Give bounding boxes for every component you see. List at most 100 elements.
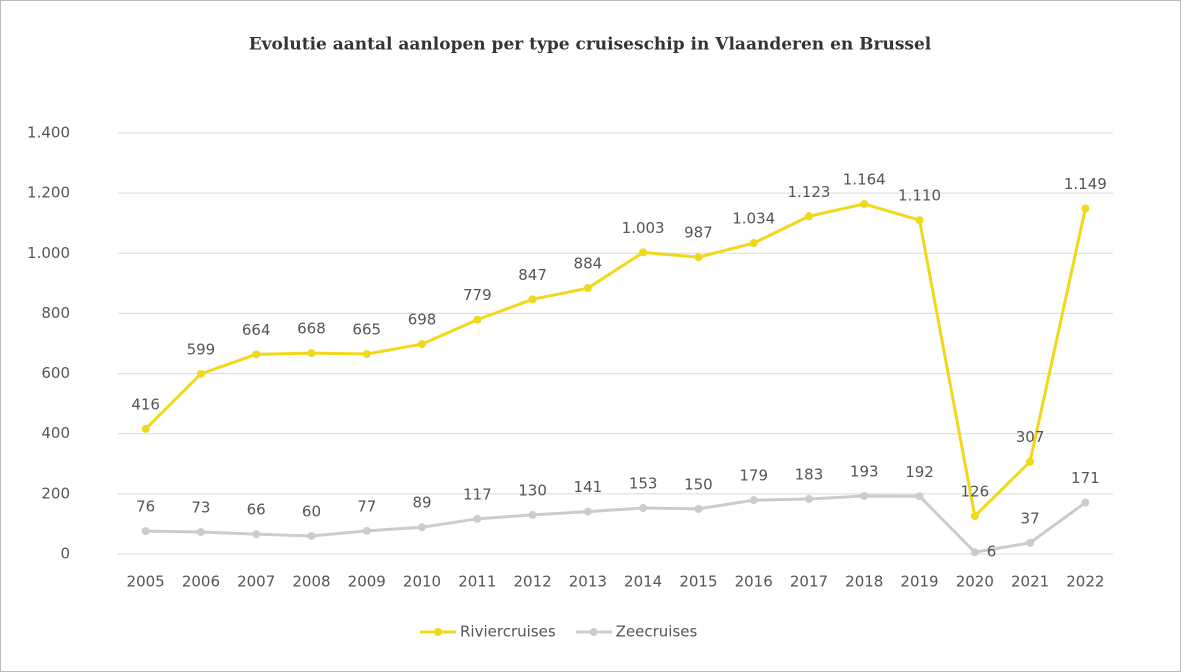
data-point [196, 369, 205, 378]
data-label: 60 [302, 502, 321, 520]
x-tick-label: 2005 [127, 573, 165, 591]
data-point [639, 248, 648, 257]
data-point [915, 492, 924, 501]
data-point [362, 526, 371, 535]
y-tick-label: 800 [41, 304, 70, 322]
data-point [1026, 538, 1035, 547]
data-label: 89 [412, 494, 431, 512]
data-label: 37 [1021, 509, 1040, 527]
data-point [307, 531, 316, 540]
x-tick-label: 2017 [790, 573, 828, 591]
y-tick-label: 600 [41, 364, 70, 382]
data-label: 117 [463, 485, 492, 503]
x-tick-label: 2009 [348, 573, 386, 591]
data-point [528, 295, 537, 304]
data-label: 664 [242, 321, 271, 339]
data-point [141, 527, 150, 536]
data-point [970, 512, 979, 521]
data-label: 665 [352, 321, 381, 339]
data-label: 153 [629, 474, 658, 492]
x-tick-label: 2007 [237, 573, 275, 591]
data-point [583, 284, 592, 293]
data-label: 416 [131, 395, 160, 413]
x-tick-label: 2013 [569, 573, 607, 591]
x-tick-label: 2016 [735, 573, 773, 591]
data-point [1026, 457, 1035, 466]
data-point [418, 523, 427, 532]
x-tick-label: 2021 [1011, 573, 1049, 591]
data-point [473, 514, 482, 523]
data-label: 77 [357, 497, 376, 515]
data-label: 1.149 [1064, 175, 1107, 193]
legend-label: Zeecruises [616, 623, 698, 641]
data-point [473, 315, 482, 324]
series-line [144, 202, 1087, 520]
x-tick-label: 2015 [679, 573, 717, 591]
data-point [252, 530, 261, 539]
x-tick-label: 2012 [513, 573, 551, 591]
data-point [362, 350, 371, 359]
data-point [804, 212, 813, 221]
x-tick-label: 2020 [956, 573, 994, 591]
y-tick-label: 1.200 [27, 184, 70, 202]
data-label: 1.003 [622, 219, 665, 237]
data-label: 130 [518, 481, 547, 499]
data-label: 76 [136, 498, 155, 516]
data-label: 183 [795, 465, 824, 483]
data-label: 779 [463, 286, 492, 304]
data-label: 141 [574, 478, 603, 496]
data-point [141, 424, 150, 433]
x-tick-label: 2022 [1066, 573, 1104, 591]
data-label: 126 [960, 483, 989, 501]
data-point [528, 510, 537, 519]
x-tick-label: 2008 [292, 573, 330, 591]
data-point [749, 496, 758, 505]
data-label: 987 [684, 224, 713, 242]
legend-marker [434, 628, 442, 636]
data-point [749, 239, 758, 248]
y-tick-label: 1.400 [27, 124, 70, 142]
legend-label: Riviercruises [460, 623, 556, 641]
x-tick-label: 2014 [624, 573, 662, 591]
x-tick-label: 2006 [182, 573, 220, 591]
x-tick-label: 2011 [458, 573, 496, 591]
data-point [915, 216, 924, 225]
data-point [639, 503, 648, 512]
data-label: 192 [905, 463, 934, 481]
data-label: 1.110 [898, 187, 941, 205]
data-point [1081, 204, 1090, 213]
data-point [307, 349, 316, 358]
data-point [804, 494, 813, 503]
y-tick-label: 0 [60, 545, 70, 563]
data-label: 1.123 [787, 183, 830, 201]
data-point [418, 340, 427, 349]
x-tick-label: 2010 [403, 573, 441, 591]
data-label: 66 [247, 501, 266, 519]
y-tick-label: 400 [41, 424, 70, 442]
data-label: 171 [1071, 469, 1100, 487]
data-label: 847 [518, 266, 547, 284]
data-point [1081, 498, 1090, 507]
series-line [145, 494, 1087, 554]
data-label: 307 [1016, 428, 1045, 446]
data-label: 599 [187, 340, 216, 358]
data-point [252, 350, 261, 359]
data-label: 698 [408, 311, 437, 329]
data-label: 179 [739, 467, 768, 485]
data-point [970, 548, 979, 557]
chart-title: Evolutie aantal aanlopen per type cruise… [249, 35, 932, 55]
data-point [694, 504, 703, 513]
data-point [196, 528, 205, 537]
y-tick-label: 1.000 [27, 244, 70, 262]
data-label: 1.034 [732, 210, 775, 228]
data-point [694, 253, 703, 262]
data-label: 6 [987, 543, 997, 561]
data-label: 668 [297, 320, 326, 338]
data-point [583, 507, 592, 516]
x-tick-label: 2019 [900, 573, 938, 591]
data-label: 193 [850, 462, 879, 480]
y-tick-label: 200 [41, 484, 70, 502]
data-label: 73 [191, 499, 210, 517]
